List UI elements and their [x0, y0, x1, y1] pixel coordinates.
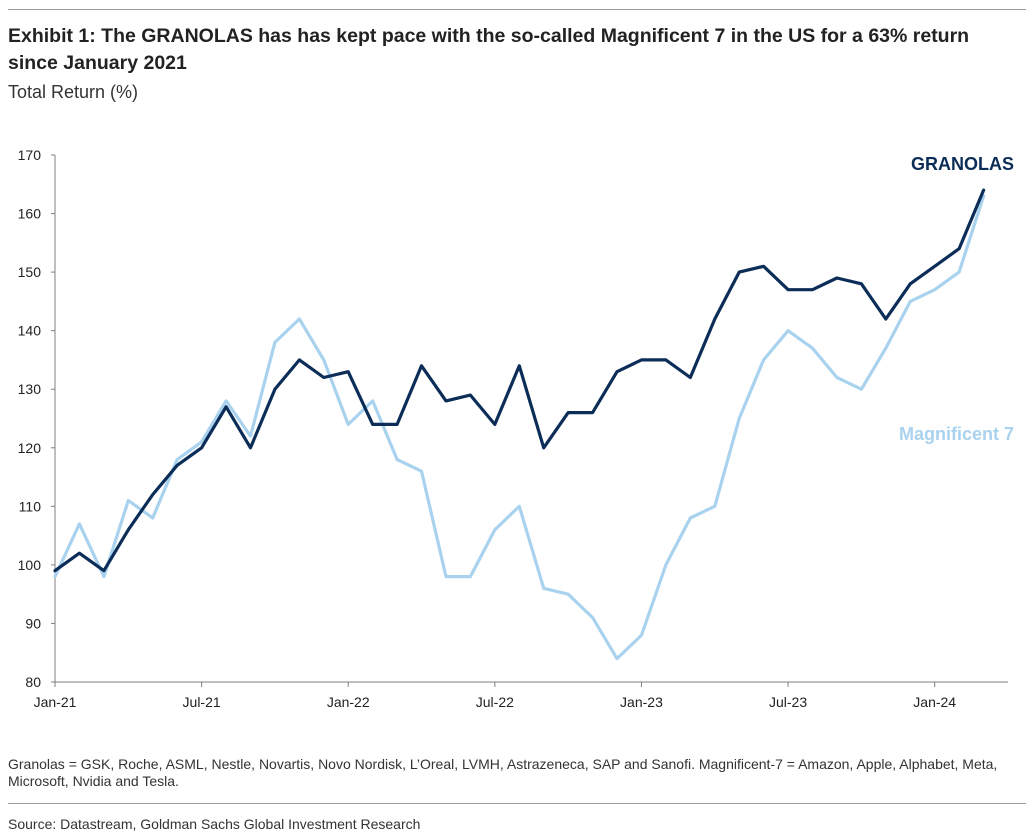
- x-tick-label: Jul-22: [476, 694, 514, 710]
- series-label-granolas: GRANOLAS: [911, 154, 1014, 174]
- y-tick-label: 120: [18, 440, 42, 456]
- series-labels: GRANOLAS Magnificent 7: [899, 154, 1014, 444]
- y-tick-label: 130: [18, 381, 42, 397]
- chart-axes: 80 90 100 110 120 130 140 150 160 170 Jan-21 Jul-21…: [18, 147, 1008, 710]
- y-tick-label: 160: [18, 206, 42, 222]
- y-tick-label: 140: [18, 323, 42, 339]
- x-tick-label: Jan-21: [34, 694, 77, 710]
- y-tick-label: 100: [18, 557, 42, 573]
- bottom-divider: [8, 803, 1026, 804]
- y-tick-label: 150: [18, 264, 42, 280]
- x-tick-label: Jul-21: [183, 694, 221, 710]
- series-line-magnificent-7: [53, 194, 986, 661]
- y-tick-label: 110: [19, 498, 42, 514]
- series-line-granolas: [53, 188, 986, 573]
- y-tick-label: 170: [18, 147, 42, 163]
- x-tick-label: Jul-23: [769, 694, 807, 710]
- x-tick-label: Jan-24: [913, 694, 956, 710]
- series-label-magnificent-7: Magnificent 7: [899, 424, 1014, 444]
- footnote: Granolas = GSK, Roche, ASML, Nestle, Nov…: [8, 756, 998, 789]
- chart-series: [53, 188, 986, 661]
- y-tick-label: 80: [25, 674, 41, 690]
- x-tick-label: Jan-23: [620, 694, 663, 710]
- source-note: Source: Datastream, Goldman Sachs Global…: [8, 816, 421, 832]
- chart-subtitle: Total Return (%): [8, 82, 139, 102]
- top-divider: [8, 9, 1026, 10]
- y-tick-label: 90: [25, 615, 41, 631]
- x-tick-label: Jan-22: [327, 694, 370, 710]
- chart-title: Exhibit 1: The GRANOLAS has has kept pac…: [8, 25, 970, 74]
